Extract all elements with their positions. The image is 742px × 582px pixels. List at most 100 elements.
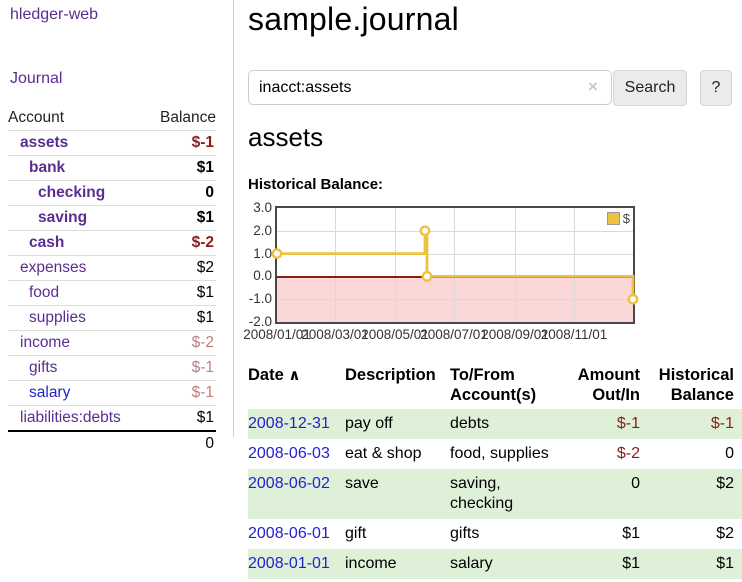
transaction-balance: 0: [725, 445, 734, 462]
account-row-salary: salary $-1: [8, 380, 216, 405]
account-link-checking[interactable]: checking: [38, 184, 106, 201]
transaction-amount: $1: [560, 549, 640, 579]
gridline: [277, 299, 633, 300]
account-balance: $-2: [191, 234, 214, 251]
y-tick: 2.0: [253, 223, 272, 238]
accounts-header: Account Balance: [8, 105, 216, 130]
gridline: [515, 208, 516, 322]
page-title: sample.journal: [248, 1, 459, 37]
y-tick: 0.0: [253, 268, 272, 283]
accounts-total-row: 0: [8, 430, 216, 455]
transaction-date-link[interactable]: 2008-06-02: [248, 475, 330, 492]
transaction-date-link[interactable]: 2008-06-01: [248, 525, 330, 542]
register-header-row: Date ∧ Description To/From Account(s) Am…: [248, 362, 742, 409]
register-row: 2008-01-01 income salary $1 $1: [248, 549, 742, 579]
account-link-cash[interactable]: cash: [29, 234, 65, 251]
account-balance: $-1: [191, 359, 214, 376]
x-tick: 2008/03/01: [301, 327, 369, 342]
transaction-accounts: gifts: [450, 525, 480, 542]
account-row-gifts: gifts $-1: [8, 355, 216, 380]
transaction-accounts: salary: [450, 549, 560, 579]
account-link-saving[interactable]: saving: [38, 209, 88, 226]
account-balance: $1: [196, 209, 214, 226]
balance-series: [271, 225, 639, 305]
transaction-amount: $-1: [560, 409, 640, 439]
app-title[interactable]: hledger-web: [10, 6, 99, 23]
transaction-description: pay off: [345, 409, 450, 439]
account-row-assets: assets $-1: [8, 130, 216, 155]
transaction-amount: 0: [560, 469, 640, 519]
header-date[interactable]: Date ∧: [248, 362, 345, 409]
search-input[interactable]: [248, 70, 612, 105]
search-button[interactable]: Search: [613, 70, 687, 106]
account-link-bank[interactable]: bank: [29, 159, 66, 176]
account-row-bank: bank $1: [8, 155, 216, 180]
account-row-cash: cash $-2: [8, 230, 216, 255]
transaction-accounts: debts: [450, 409, 560, 439]
transaction-balance: $2: [716, 525, 734, 542]
transaction-description: income: [345, 549, 450, 579]
chart-plot-area[interactable]: $: [271, 206, 639, 324]
account-link-liabilities-debts[interactable]: liabilities:debts: [20, 409, 121, 426]
account-link-food[interactable]: food: [29, 284, 60, 301]
x-tick: 2008/07/01: [420, 327, 488, 342]
account-link-supplies[interactable]: supplies: [29, 309, 86, 326]
account-balance: $1: [196, 159, 214, 176]
account-row-income: income $-2: [8, 330, 216, 355]
header-balance: Historical Balance: [658, 366, 734, 404]
x-tick: 2008/09/01: [481, 327, 549, 342]
nav-journal-link[interactable]: Journal: [10, 70, 63, 87]
legend-swatch: [606, 212, 620, 225]
register-row: 2008-06-03 eat & shop food, supplies $-2…: [248, 439, 742, 469]
account-row-supplies: supplies $1: [8, 305, 216, 330]
transaction-date-link[interactable]: 2008-06-03: [248, 445, 330, 462]
gridline: [454, 208, 455, 322]
account-link-income[interactable]: income: [20, 334, 70, 351]
header-description: Description: [345, 366, 436, 384]
account-balance: $1: [196, 284, 214, 301]
chart-legend: $: [606, 211, 630, 226]
header-accounts: To/From Account(s): [450, 366, 537, 404]
register-table: Date ∧ Description To/From Account(s) Am…: [248, 362, 742, 579]
y-tick: -1.0: [248, 291, 272, 306]
account-link-salary[interactable]: salary: [29, 384, 71, 401]
transaction-amount: $1: [622, 525, 640, 542]
transaction-balance: $2: [640, 469, 742, 519]
account-heading: assets: [248, 122, 324, 152]
account-balance: 0: [205, 184, 214, 201]
x-tick: 2008/01/01: [243, 327, 311, 342]
accounts-header-account: Account: [8, 108, 65, 126]
account-balance: $-1: [191, 384, 214, 401]
account-link-expenses[interactable]: expenses: [20, 259, 87, 276]
account-balance: $1: [196, 309, 214, 326]
help-button[interactable]: ?: [700, 70, 732, 106]
transaction-accounts: food, supplies: [450, 445, 549, 462]
accounts-total: 0: [205, 434, 214, 452]
gridline: [574, 208, 575, 322]
transaction-date-link[interactable]: 2008-12-31: [248, 415, 330, 432]
transaction-date-link[interactable]: 2008-01-01: [248, 555, 330, 572]
x-tick: 2008/05/01: [361, 327, 429, 342]
clear-search-icon[interactable]: ×: [588, 77, 598, 96]
register-row: 2008-06-02 save saving, checking 0 $2: [248, 469, 742, 519]
account-link-assets[interactable]: assets: [20, 134, 69, 151]
accounts-panel: Account Balance assets $-1 bank $1 check…: [8, 105, 216, 455]
transaction-description: gift: [345, 525, 367, 542]
account-row-checking: checking 0: [8, 180, 216, 205]
transaction-amount: $-2: [616, 445, 640, 462]
x-tick: 2008/11/01: [540, 327, 608, 342]
account-row-liabilities-debts: liabilities:debts $1: [8, 405, 216, 430]
header-date-label: Date: [248, 366, 284, 384]
y-tick: -2.0: [248, 314, 272, 329]
transaction-description: eat & shop: [345, 445, 422, 462]
account-balance: $-1: [191, 134, 214, 151]
account-balance: $-2: [191, 334, 214, 351]
account-balance: $2: [196, 259, 214, 276]
header-amount: Amount Out/In: [577, 366, 640, 404]
account-balance: $1: [196, 409, 214, 426]
sidebar-divider: [233, 0, 234, 437]
gridline: [277, 254, 633, 255]
account-row-saving: saving $1: [8, 205, 216, 230]
account-row-food: food $1: [8, 280, 216, 305]
account-link-gifts[interactable]: gifts: [29, 359, 58, 376]
